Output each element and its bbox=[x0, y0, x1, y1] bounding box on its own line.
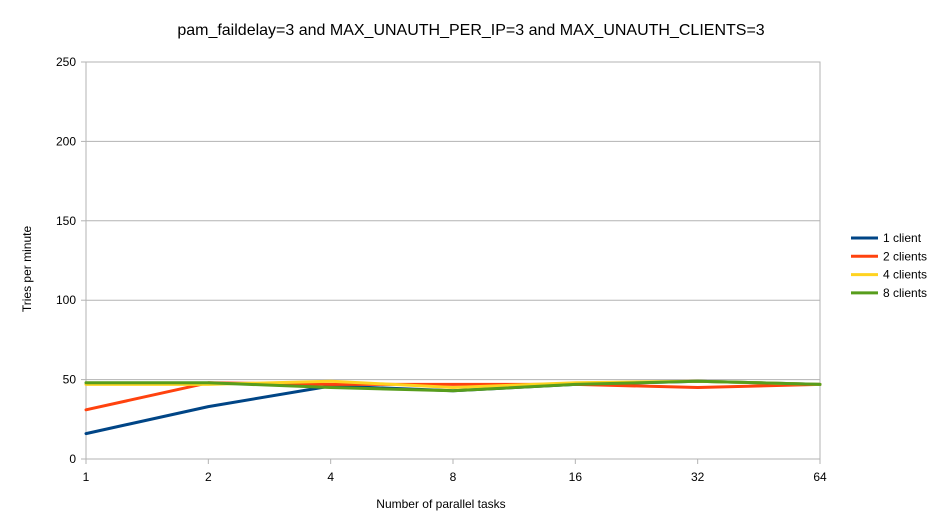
y-tick-labels: 0 50 100 150 200 250 bbox=[56, 55, 76, 466]
x-tick-label: 2 bbox=[205, 470, 212, 484]
plot-area-frame bbox=[85, 61, 821, 460]
x-tick-labels: 1 2 4 8 16 32 64 bbox=[83, 470, 827, 484]
x-tick-label: 64 bbox=[813, 470, 827, 484]
legend-label: 1 client bbox=[883, 231, 922, 245]
x-axis-label: Number of parallel tasks bbox=[376, 497, 505, 511]
x-tick-label: 16 bbox=[569, 470, 583, 484]
legend-label: 2 clients bbox=[883, 249, 927, 263]
x-tick-label: 4 bbox=[327, 470, 334, 484]
y-tick-label: 50 bbox=[63, 373, 77, 387]
legend: 1 client 2 clients 4 clients 8 clients bbox=[851, 231, 927, 300]
series-layer bbox=[84, 379, 822, 436]
y-tick-label: 0 bbox=[69, 452, 76, 466]
series-line bbox=[84, 379, 822, 393]
legend-label: 4 clients bbox=[883, 268, 927, 282]
y-tick-label: 150 bbox=[56, 214, 76, 228]
y-tick-label: 100 bbox=[56, 293, 76, 307]
series-line bbox=[84, 379, 822, 436]
y-tick-label: 250 bbox=[56, 55, 76, 69]
y-axis-label: Tries per minute bbox=[20, 226, 34, 313]
grid-layer bbox=[81, 61, 821, 464]
x-tick-label: 8 bbox=[450, 470, 457, 484]
y-tick-label: 200 bbox=[56, 134, 76, 148]
x-tick-label: 32 bbox=[691, 470, 705, 484]
x-tick-label: 1 bbox=[83, 470, 90, 484]
chart-title: pam_faildelay=3 and MAX_UNAUTH_PER_IP=3 … bbox=[177, 22, 764, 39]
legend-label: 8 clients bbox=[883, 286, 927, 300]
